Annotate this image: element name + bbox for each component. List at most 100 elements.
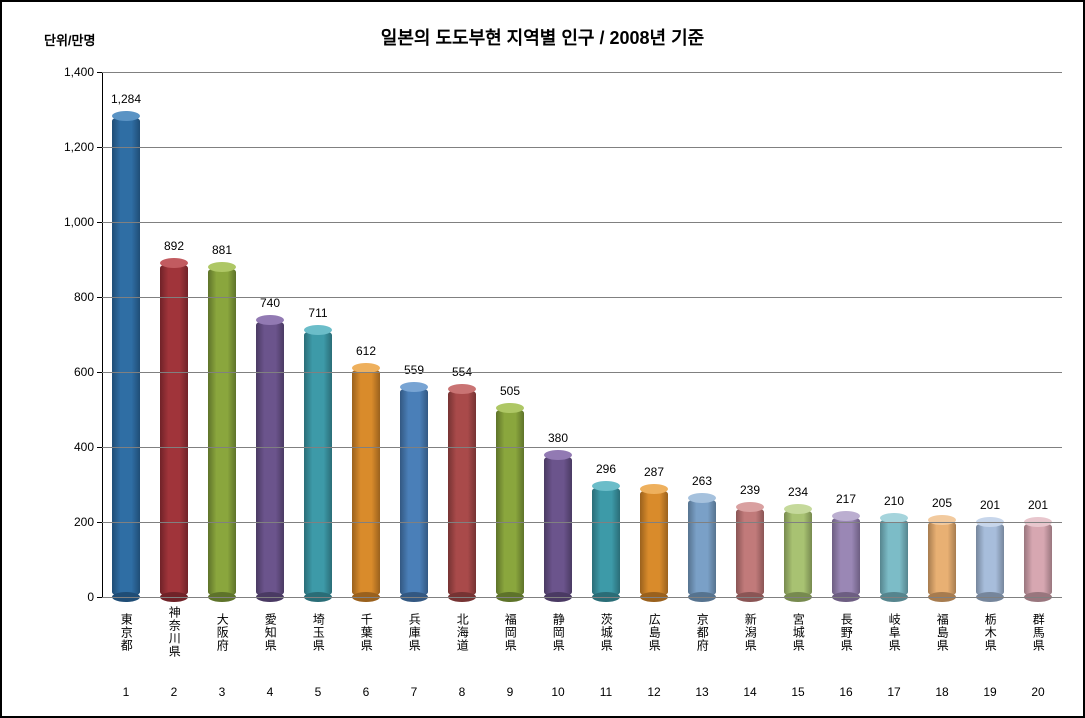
x-category-rank: 11: [582, 685, 630, 699]
bar-top-ellipse: [400, 382, 428, 392]
bar: 505: [486, 408, 534, 597]
x-category-name: 愛知県: [263, 602, 277, 662]
y-tick-label: 1,400: [52, 65, 94, 79]
bar: 217: [822, 516, 870, 597]
bar-top-ellipse: [112, 111, 140, 121]
x-category: 新潟県 14: [726, 602, 774, 699]
x-category: 神奈川県2: [150, 602, 198, 699]
bar-value-label: 201: [1028, 498, 1048, 512]
bar-value-label: 201: [980, 498, 1000, 512]
x-category-name: 茨城県: [599, 602, 613, 662]
bar-value-label: 234: [788, 485, 808, 499]
bar-top-ellipse: [256, 315, 284, 325]
y-tick-label: 800: [52, 290, 94, 304]
bar: 205: [918, 520, 966, 597]
bar-cylinder: 263: [688, 498, 716, 597]
x-category-name: 福島県: [935, 602, 949, 662]
x-category-name: 新潟県: [743, 602, 757, 662]
x-category-rank: 14: [726, 685, 774, 699]
x-category: 京都府13: [678, 602, 726, 699]
y-tick: [97, 597, 102, 598]
bar-cylinder: 740: [256, 320, 284, 598]
x-category: 東京都 1: [102, 602, 150, 699]
x-category: 栃木県19: [966, 602, 1014, 699]
y-tick-label: 400: [52, 440, 94, 454]
bar-top-ellipse: [160, 258, 188, 268]
x-category-name: 埼玉県: [311, 602, 325, 662]
bar-value-label: 217: [836, 492, 856, 506]
bar: 711: [294, 330, 342, 597]
x-category-name: 静岡県: [551, 602, 565, 662]
y-tick: [97, 297, 102, 298]
bar-top-ellipse: [448, 384, 476, 394]
x-category-name: 神奈川県: [167, 602, 181, 662]
y-tick: [97, 522, 102, 523]
x-category-name: 宮城県: [791, 602, 805, 662]
bar-top-ellipse: [208, 262, 236, 272]
y-tick: [97, 222, 102, 223]
y-tick-label: 200: [52, 515, 94, 529]
y-tick: [97, 447, 102, 448]
bar-cylinder: 296: [592, 486, 620, 597]
x-category-name: 岐阜県: [887, 602, 901, 662]
x-category-rank: 6: [342, 685, 390, 699]
x-category-name: 兵庫県: [407, 602, 421, 662]
gridline: [102, 597, 1062, 598]
bar-cylinder: 881: [208, 267, 236, 597]
bar: 559: [390, 387, 438, 597]
bar: 881: [198, 267, 246, 597]
bar-cylinder: 554: [448, 389, 476, 597]
x-category-rank: 3: [198, 685, 246, 699]
bar-value-label: 559: [404, 363, 424, 377]
bar-top-ellipse: [784, 504, 812, 514]
chart-area: 1,28489288174071161255955450538029628726…: [42, 72, 1062, 702]
bar-top-ellipse: [544, 450, 572, 460]
bar-value-label: 287: [644, 465, 664, 479]
x-category-name: 長野県: [839, 602, 853, 662]
bar-cylinder: 892: [160, 263, 188, 598]
x-category-name: 北海道: [455, 602, 469, 662]
bar-value-label: 505: [500, 384, 520, 398]
bar: 287: [630, 489, 678, 597]
gridline: [102, 147, 1062, 148]
bar-value-label: 239: [740, 483, 760, 497]
x-category-rank: 15: [774, 685, 822, 699]
gridline: [102, 72, 1062, 73]
x-category: 兵庫県7: [390, 602, 438, 699]
x-category: 岐阜県17: [870, 602, 918, 699]
bar-value-label: 210: [884, 494, 904, 508]
bar: 892: [150, 263, 198, 598]
x-category: 千葉県6: [342, 602, 390, 699]
bar-cylinder: 217: [832, 516, 860, 597]
y-tick-label: 600: [52, 365, 94, 379]
x-category-rank: 1: [102, 685, 150, 699]
x-category-name: 京都府: [695, 602, 709, 662]
x-category: 大阪府3: [198, 602, 246, 699]
bar: 1,284: [102, 116, 150, 598]
x-category-name: 栃木県: [983, 602, 997, 662]
x-category-rank: 12: [630, 685, 678, 699]
x-category-rank: 18: [918, 685, 966, 699]
bar-top-ellipse: [688, 493, 716, 503]
gridline: [102, 222, 1062, 223]
x-category-rank: 5: [294, 685, 342, 699]
x-category-name: 群馬県: [1031, 602, 1045, 662]
x-category-rank: 8: [438, 685, 486, 699]
x-category-name: 東京都: [119, 602, 133, 662]
y-tick: [97, 372, 102, 373]
bar-cylinder: 205: [928, 520, 956, 597]
bar: 740: [246, 320, 294, 598]
x-category: 北海道 8: [438, 602, 486, 699]
y-tick: [97, 147, 102, 148]
bar: 210: [870, 518, 918, 597]
bar-cylinder: 612: [352, 368, 380, 598]
x-category-rank: 4: [246, 685, 294, 699]
x-category: 茨城県 11: [582, 602, 630, 699]
bar-top-ellipse: [928, 515, 956, 525]
bar-cylinder: 505: [496, 408, 524, 597]
bar: 263: [678, 498, 726, 597]
bar-cylinder: 210: [880, 518, 908, 597]
bars-container: 1,28489288174071161255955450538029628726…: [102, 72, 1062, 597]
x-category: 広島県12: [630, 602, 678, 699]
x-category-name: 福岡県: [503, 602, 517, 662]
